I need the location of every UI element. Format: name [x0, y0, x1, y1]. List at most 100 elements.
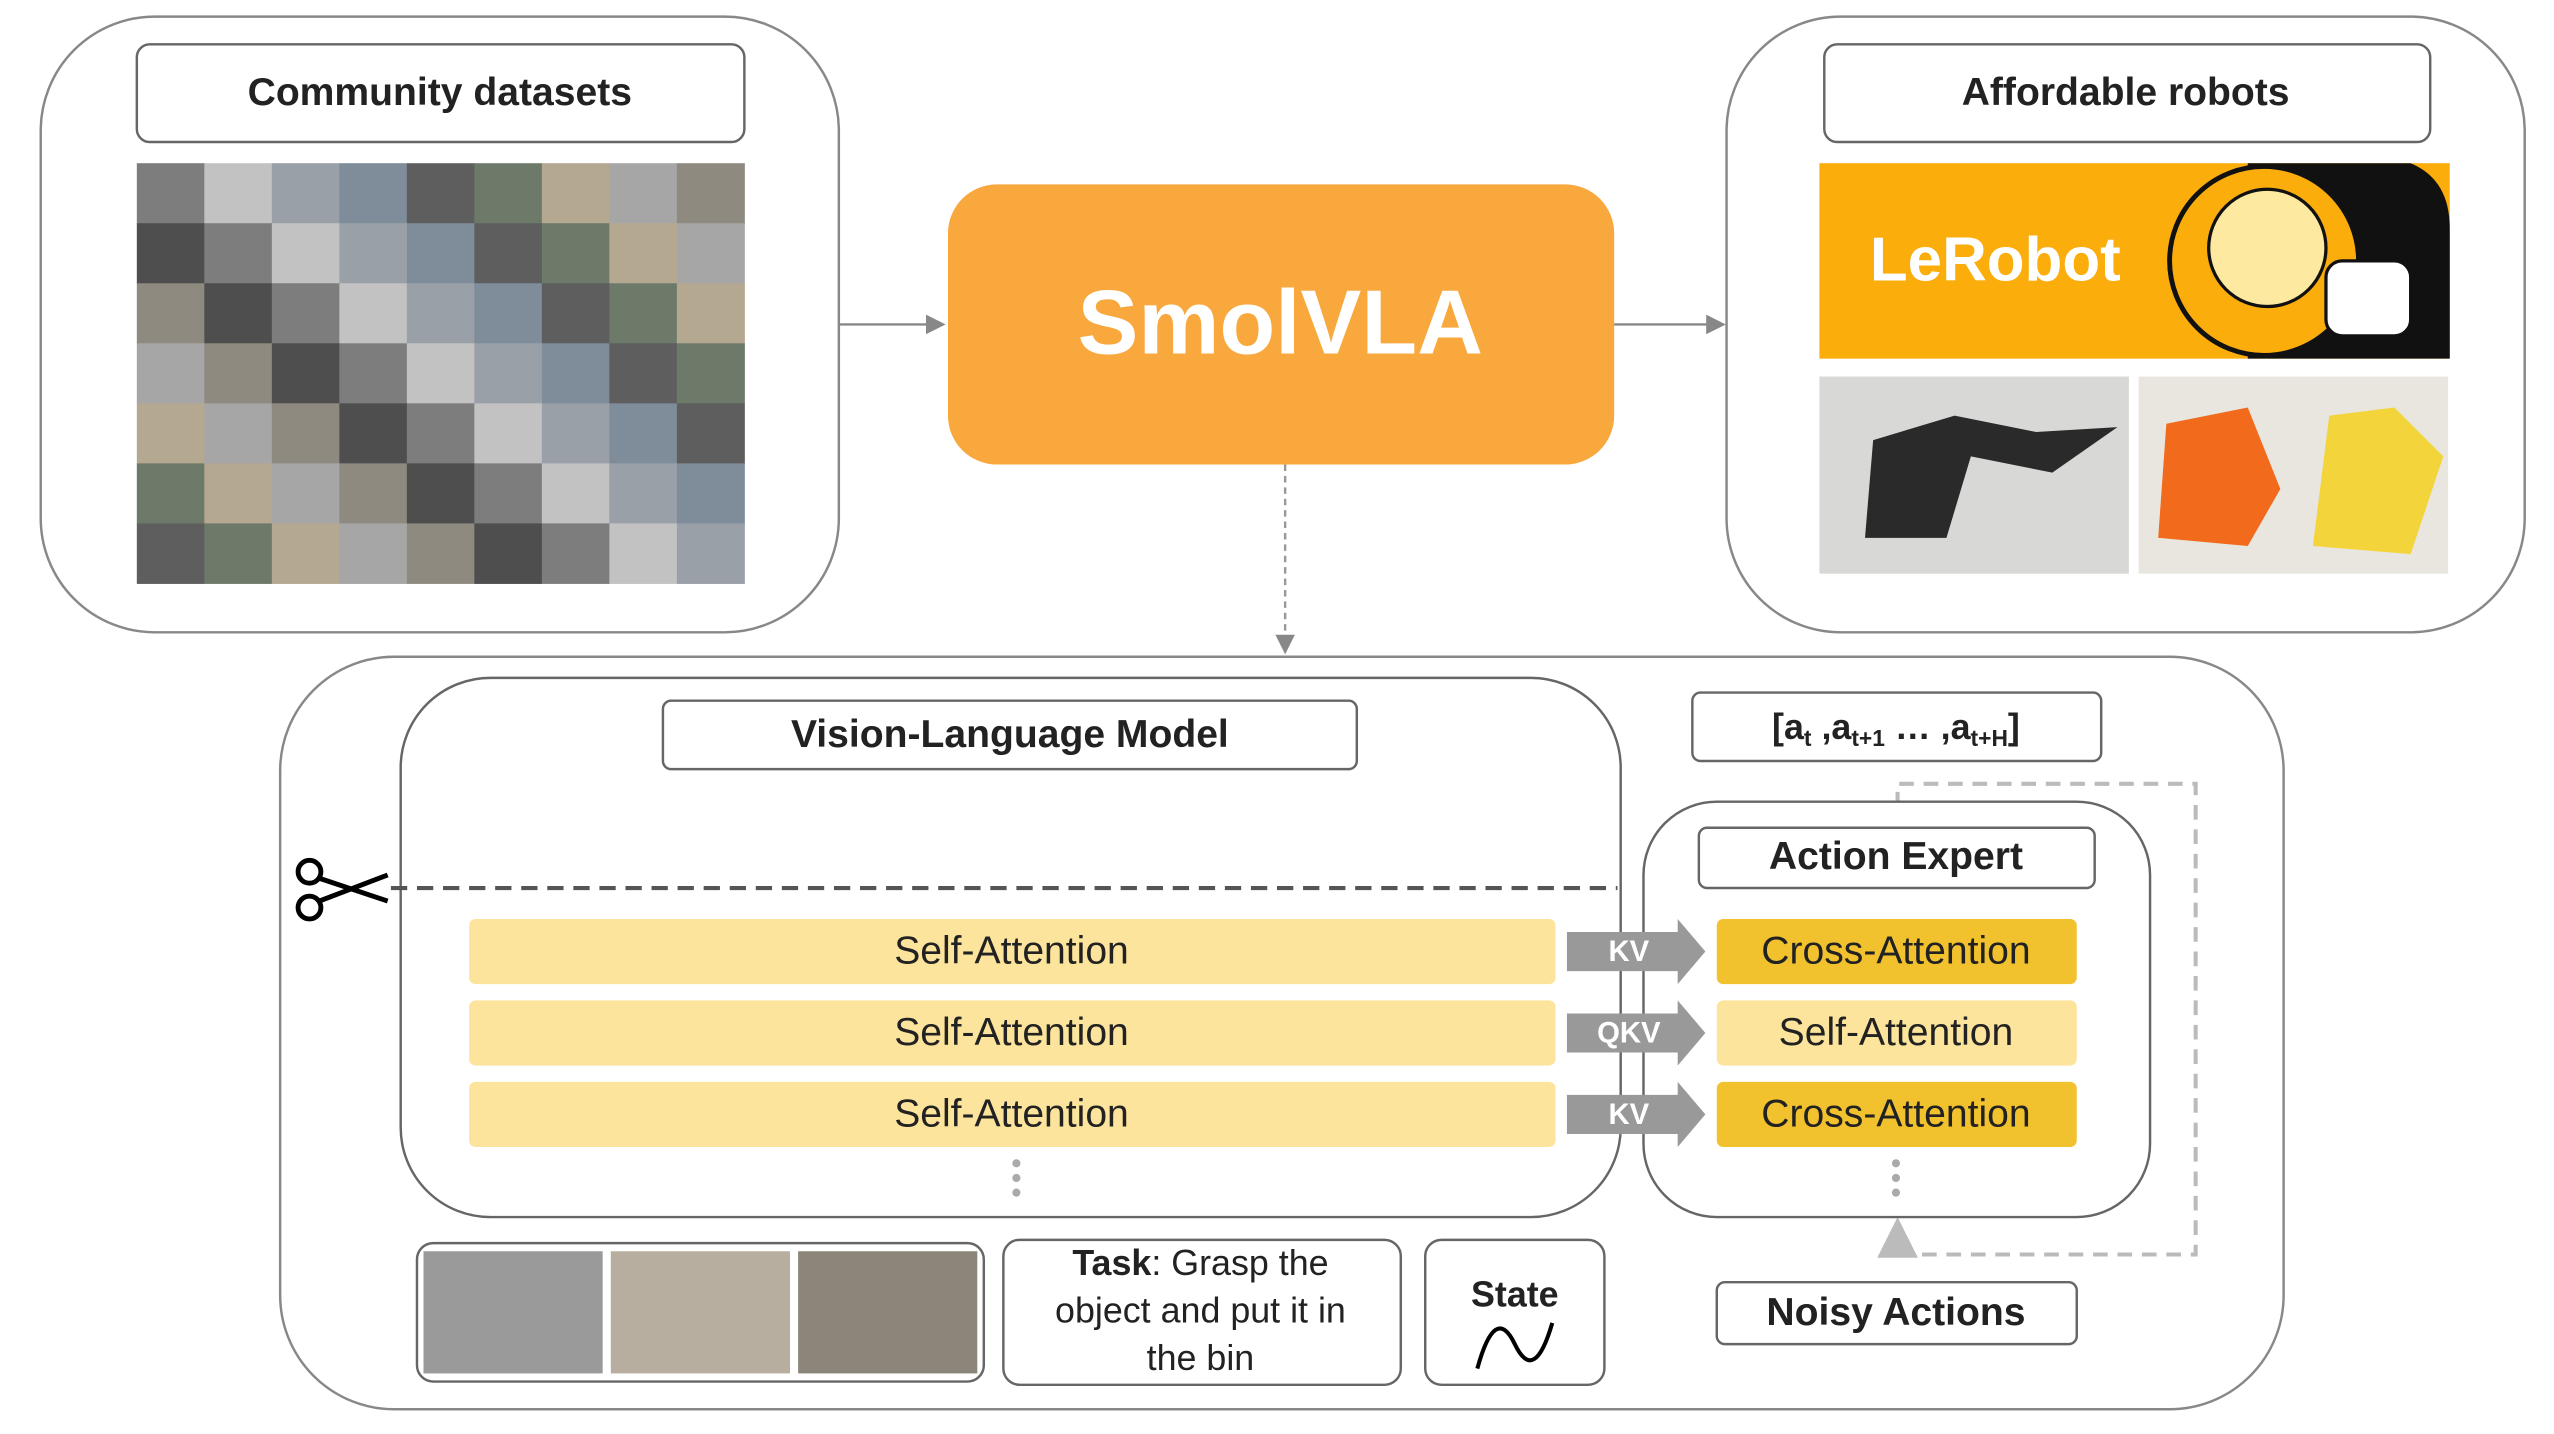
datasets-title-box — [135, 43, 746, 144]
output-part: … ,a — [1885, 707, 1972, 747]
mosaic-tile — [136, 523, 205, 584]
ellipsis — [1012, 1159, 1901, 1197]
robot-yellow — [2312, 407, 2444, 555]
vlm-title-box — [661, 699, 1359, 771]
vlm-layer-label: Self-Attention — [894, 1092, 1129, 1135]
mosaic-tile — [136, 223, 205, 284]
robots-title: Affordable robots — [1962, 71, 2290, 114]
task-line: the bin — [1147, 1338, 1255, 1378]
mosaic-tile — [204, 523, 273, 584]
mosaic-tile — [474, 523, 543, 584]
output-box — [1691, 691, 2103, 763]
smolvla-title: SmolVLA — [1078, 271, 1483, 373]
mosaic-tile — [541, 403, 610, 464]
mosaic-tile — [339, 163, 408, 224]
vlm-layer — [469, 918, 1556, 985]
mosaic-tile — [406, 223, 475, 284]
connector-arrow — [1566, 918, 1706, 985]
noisy-actions: Noisy Actions — [1766, 1291, 2025, 1334]
vlm-layer — [469, 1081, 1556, 1148]
mosaic-tile — [406, 343, 475, 404]
smolvla-box — [947, 184, 1615, 465]
mosaic-tile — [406, 283, 475, 344]
robot-arm — [1865, 415, 2118, 538]
connector-label: KV — [1608, 935, 1649, 968]
mosaic-tile — [676, 463, 745, 524]
expert-layer — [1716, 1000, 2077, 1066]
mosaic-tile — [339, 463, 408, 524]
expert-layer-label: Cross-Attention — [1761, 930, 2030, 973]
mosaic-tile — [136, 403, 205, 464]
vlm-layer — [469, 1000, 1556, 1066]
mosaic-tile — [204, 343, 273, 404]
state-label: State — [1471, 1274, 1559, 1314]
expert-title: Action Expert — [1769, 835, 2023, 878]
mosaic-tile — [609, 403, 678, 464]
mosaic-tile — [136, 163, 205, 224]
layers: Self-Attention KV Cross-Attention Self-Atte… — [469, 918, 2077, 1148]
vlm-layer-label: Self-Attention — [894, 1011, 1129, 1054]
mosaic-tile — [339, 343, 408, 404]
mosaic-tile — [541, 223, 610, 284]
mosaic-tile — [676, 283, 745, 344]
mosaic-tile — [339, 523, 408, 584]
logo-inner — [2207, 187, 2328, 309]
mosaic-tile — [204, 403, 273, 464]
mosaic-tile — [271, 163, 340, 224]
mosaic-tile — [204, 283, 273, 344]
mosaic-tile — [339, 223, 408, 284]
output-part: [a — [1772, 707, 1805, 747]
mosaic-tile — [474, 163, 543, 224]
connector-arrow — [1566, 1081, 1706, 1148]
expert-title-box — [1697, 826, 2096, 890]
mosaic-tile — [541, 343, 610, 404]
connector-arrow — [1566, 1000, 1706, 1066]
connector-label: QKV — [1597, 1016, 1661, 1049]
task-box — [1002, 1238, 1403, 1387]
mosaic-tile — [609, 463, 678, 524]
expert-layer-label: Self-Attention — [1779, 1011, 2014, 1054]
mosaic-tile — [474, 403, 543, 464]
dataset-mosaic — [136, 163, 745, 584]
datasets-title: Community datasets — [248, 71, 632, 114]
robot-photo — [1819, 376, 2129, 574]
mosaic-tile — [541, 283, 610, 344]
mosaic-tile — [204, 223, 273, 284]
connector-label: KV — [1608, 1098, 1649, 1131]
mosaic-tile — [474, 463, 543, 524]
mosaic-tile — [541, 523, 610, 584]
output-sub: t — [1804, 725, 1812, 751]
mosaic-tile — [474, 223, 543, 284]
camera-image — [610, 1251, 790, 1374]
mosaic-tile — [676, 163, 745, 224]
task-label: Task — [1072, 1243, 1151, 1283]
mosaic-tile — [406, 163, 475, 224]
robot-orange — [2158, 407, 2281, 546]
output-part: ] — [2008, 707, 2020, 747]
mosaic-tile — [271, 283, 340, 344]
mosaic-tile — [339, 283, 408, 344]
mosaic-tile — [271, 463, 340, 524]
mosaic-tile — [474, 343, 543, 404]
noisy-box — [1715, 1280, 2078, 1346]
loop-path — [1895, 781, 2198, 1257]
task-line: object and put it in — [1055, 1291, 1346, 1331]
mosaic-tile — [136, 343, 205, 404]
mosaic-tile — [271, 223, 340, 284]
mosaic-tile — [406, 523, 475, 584]
scissors — [295, 857, 389, 922]
vlm-layer-label: Self-Attention — [894, 930, 1129, 973]
expert-layer — [1716, 918, 2077, 985]
mosaic-tile — [204, 463, 273, 524]
task-text: : Grasp the — [1151, 1243, 1328, 1283]
mosaic-tile — [406, 403, 475, 464]
mosaic-tile — [136, 283, 205, 344]
output-sub: t+H — [1971, 725, 2008, 751]
camera-image — [798, 1251, 978, 1374]
task-line: Task: Grasp the — [1072, 1243, 1328, 1283]
mosaic-tile — [676, 223, 745, 284]
mosaic-tile — [271, 403, 340, 464]
mosaic-tile — [676, 523, 745, 584]
output-part: ,a — [1811, 707, 1852, 747]
